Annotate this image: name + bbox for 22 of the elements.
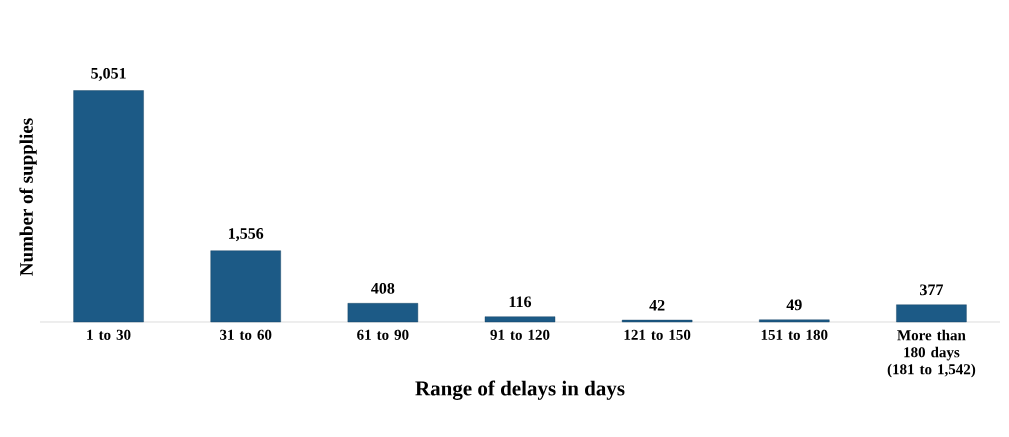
data-label: 49 bbox=[786, 299, 802, 311]
data-label: 377 bbox=[920, 284, 944, 296]
data-label: 116 bbox=[509, 296, 532, 308]
x-tick-label: 91 to 120 bbox=[490, 329, 550, 340]
x-axis-title: Range of delays in days bbox=[415, 380, 625, 400]
x-tick-label: 151 to 180 bbox=[761, 329, 828, 340]
bar bbox=[210, 250, 281, 323]
y-axis-title: Number of supplies bbox=[19, 118, 37, 276]
data-label: 1,556 bbox=[229, 228, 264, 242]
x-tick-label: 121 to 150 bbox=[624, 329, 691, 340]
bar bbox=[73, 90, 144, 323]
bar bbox=[347, 303, 419, 323]
bar bbox=[759, 319, 830, 323]
data-label: 408 bbox=[371, 282, 395, 294]
bar bbox=[484, 316, 556, 323]
x-tick-label: 61 to 90 bbox=[357, 329, 409, 340]
x-tick-label: 31 to 60 bbox=[220, 329, 272, 340]
x-tick-label: 1 to 30 bbox=[87, 329, 131, 340]
bar bbox=[896, 304, 967, 323]
data-label: 42 bbox=[649, 299, 665, 311]
data-label: 5,051 bbox=[91, 67, 126, 81]
x-tick-label: More than 180 days (181 to 1,542) bbox=[887, 329, 976, 378]
